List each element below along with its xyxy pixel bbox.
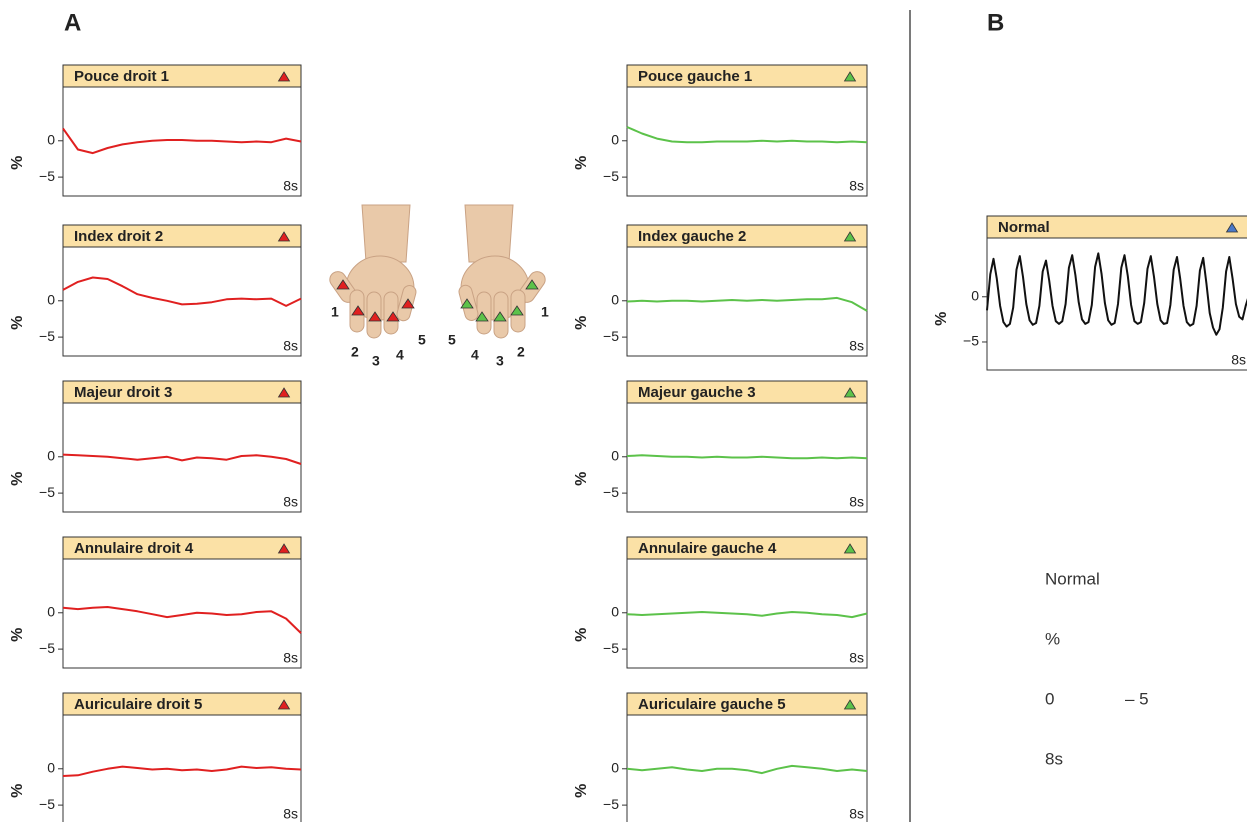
finger-number: 3	[372, 353, 380, 369]
y-axis-label: %	[573, 628, 590, 642]
key-text: 0	[1045, 689, 1054, 708]
finger-number: 4	[471, 347, 479, 363]
chart-title: Normal	[998, 219, 1050, 236]
line-series	[627, 127, 867, 142]
y-tick-label: −5	[603, 168, 619, 184]
duration-label: 8s	[283, 338, 298, 354]
y-tick-label: −5	[39, 168, 55, 184]
finger-number: 3	[496, 353, 504, 369]
y-axis-label: %	[9, 472, 26, 486]
duration-label: 8s	[849, 494, 864, 510]
figure: A B 1 2 3 4 5 5 4 3 2 1 Normal % 0	[0, 0, 1247, 822]
y-tick-label: 0	[611, 291, 619, 307]
line-series	[63, 278, 301, 306]
y-axis-label: %	[933, 312, 950, 326]
plot-frame	[63, 247, 301, 356]
chart-title: Annulaire gauche 4	[638, 540, 777, 557]
line-series	[63, 607, 301, 633]
duration-label: 8s	[283, 806, 298, 822]
y-tick-label: 0	[47, 759, 55, 775]
y-axis-label: %	[9, 784, 26, 798]
y-tick-label: −5	[39, 640, 55, 656]
plot-frame	[63, 559, 301, 668]
line-series	[63, 455, 301, 464]
y-axis-label: %	[573, 156, 590, 170]
line-series	[63, 128, 301, 153]
y-axis-label: %	[9, 628, 26, 642]
y-tick-label: −5	[603, 484, 619, 500]
plot-frame	[63, 403, 301, 512]
chart-title: Pouce droit 1	[74, 68, 169, 85]
y-tick-label: 0	[47, 131, 55, 147]
y-axis-label: %	[573, 472, 590, 486]
finger-number: 5	[448, 332, 456, 348]
y-tick-label: −5	[39, 328, 55, 344]
y-tick-label: 0	[611, 603, 619, 619]
y-tick-label: −5	[39, 484, 55, 500]
forearm	[362, 205, 410, 262]
duration-label: 8s	[283, 650, 298, 666]
finger-number: 1	[331, 304, 339, 320]
y-axis-label: %	[573, 784, 590, 798]
y-axis-label: %	[9, 156, 26, 170]
hands-illustration	[327, 205, 549, 338]
y-tick-label: −5	[603, 640, 619, 656]
finger-number: 1	[541, 304, 549, 320]
finger-number: 4	[396, 347, 404, 363]
line-series	[63, 767, 301, 776]
panel-label: A	[64, 9, 81, 36]
finger-number: 2	[351, 344, 359, 360]
key-text: – 5	[1125, 689, 1149, 708]
chart-title: Index gauche 2	[638, 228, 746, 245]
finger	[477, 292, 491, 334]
key-text: 8s	[1045, 749, 1063, 768]
y-tick-label: 0	[971, 287, 979, 303]
line-series	[627, 298, 867, 311]
line-series	[627, 612, 867, 617]
y-tick-label: 0	[611, 447, 619, 463]
y-tick-label: −5	[603, 328, 619, 344]
chart-title: Index droit 2	[74, 228, 163, 245]
chart-title: Majeur droit 3	[74, 384, 172, 401]
finger-number: 2	[517, 344, 525, 360]
y-tick-label: −5	[603, 796, 619, 812]
chart-title: Pouce gauche 1	[638, 68, 752, 85]
duration-label: 8s	[849, 178, 864, 194]
y-axis-label: %	[573, 316, 590, 330]
line-series	[627, 455, 867, 458]
panel-label: B	[987, 9, 1004, 36]
chart-title: Annulaire droit 4	[74, 540, 194, 557]
line-series	[627, 766, 867, 773]
key-text: %	[1045, 629, 1060, 648]
y-axis-label: %	[9, 316, 26, 330]
key-text: Normal	[1045, 569, 1100, 588]
duration-label: 8s	[283, 178, 298, 194]
forearm	[465, 205, 513, 262]
chart-title: Majeur gauche 3	[638, 384, 756, 401]
finger	[384, 292, 398, 334]
line-series	[987, 253, 1247, 334]
duration-label: 8s	[283, 494, 298, 510]
duration-label: 8s	[849, 650, 864, 666]
y-tick-label: 0	[47, 291, 55, 307]
chart-title: Auriculaire gauche 5	[638, 696, 786, 713]
chart-title: Auriculaire droit 5	[74, 696, 202, 713]
duration-label: 8s	[849, 338, 864, 354]
y-tick-label: 0	[611, 759, 619, 775]
y-tick-label: −5	[39, 796, 55, 812]
y-tick-label: 0	[47, 447, 55, 463]
y-tick-label: 0	[611, 131, 619, 147]
duration-label: 8s	[1231, 352, 1246, 368]
finger-number: 5	[418, 332, 426, 348]
y-tick-label: 0	[47, 603, 55, 619]
y-tick-label: −5	[963, 333, 979, 349]
duration-label: 8s	[849, 806, 864, 822]
